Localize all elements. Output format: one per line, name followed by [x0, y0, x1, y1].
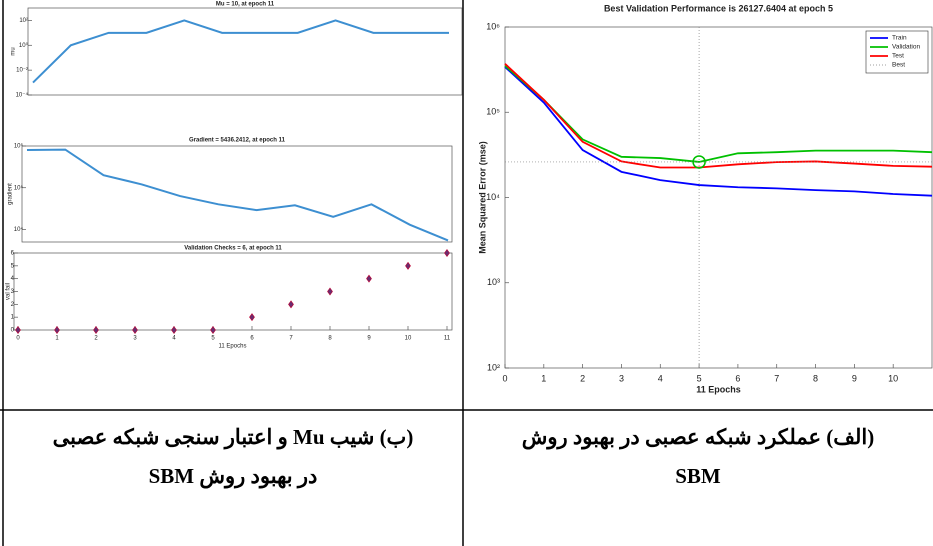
y-axis-label: gradient — [8, 183, 14, 205]
data-point — [444, 248, 450, 258]
legend-label: Test — [892, 53, 904, 60]
y-tick-label: 10² — [19, 18, 28, 24]
y-axis-label: mu — [11, 47, 17, 55]
x-tick-label: 3 — [133, 336, 137, 342]
data-point — [327, 287, 333, 296]
x-axis-label: 11 Epochs — [219, 344, 247, 350]
data-point — [54, 325, 60, 335]
caption-line: (الف) عملکرد شبکه عصبی در بهبود روش — [521, 425, 875, 449]
caption: (الف) عملکرد شبکه عصبی در بهبود روش SBM — [463, 425, 933, 489]
chart-title: Validation Checks = 6, at epoch 11 — [184, 246, 282, 252]
plot-area — [27, 7, 463, 96]
data-line — [504, 63, 933, 169]
x-axis-label: 11 Epochs — [696, 384, 741, 394]
chart-title: Best Validation Performance is 26127.640… — [604, 3, 833, 13]
x-tick-label: 8 — [328, 336, 332, 342]
x-tick-label: 1 — [541, 373, 546, 383]
caption-line: در بهبود روش SBM — [148, 464, 318, 488]
y-tick-label: 10⁶ — [14, 143, 24, 150]
y-tick-label: 5 — [11, 263, 15, 269]
x-tick-label: 7 — [289, 336, 293, 342]
x-tick-label: 6 — [250, 336, 254, 342]
y-tick-label: 4 — [11, 276, 15, 282]
y-tick-label: 10⁶ — [486, 21, 500, 31]
y-tick-label: 0 — [11, 328, 15, 334]
data-line — [26, 148, 449, 242]
plot-area — [21, 145, 453, 243]
caption-line: SBM — [675, 464, 721, 488]
best-marker — [692, 155, 706, 169]
x-tick-label: 3 — [619, 373, 624, 383]
x-tick-label: 2 — [94, 336, 98, 342]
x-tick-label: 5 — [697, 373, 702, 383]
x-tick-label: 4 — [658, 373, 663, 383]
x-tick-label: 0 — [502, 373, 507, 383]
x-tick-label: 10 — [405, 336, 412, 342]
data-point — [288, 300, 294, 309]
x-tick-label: 7 — [774, 373, 779, 383]
y-axis-label: val fail — [6, 283, 12, 300]
y-tick-label: 3 — [11, 289, 15, 295]
y-tick-label: 10⁴ — [486, 192, 500, 202]
data-point — [366, 274, 372, 283]
y-axis-label: Mean Squared Error (mse) — [477, 141, 487, 254]
x-tick-label: 5 — [211, 336, 215, 342]
y-tick-label: 6 — [11, 251, 15, 257]
y-tick-label: 10⁻⁴ — [16, 92, 29, 99]
data-line — [504, 66, 933, 197]
x-tick-label: 0 — [16, 336, 20, 342]
data-point — [132, 325, 138, 335]
data-line — [504, 65, 933, 163]
y-tick-label: 2 — [11, 302, 15, 308]
y-tick-label: 10⁻² — [16, 68, 28, 74]
legend-label: Best — [892, 62, 905, 69]
data-point — [171, 325, 177, 335]
data-line — [32, 19, 449, 84]
y-tick-label: 10³ — [487, 277, 500, 287]
x-tick-label: 8 — [813, 373, 818, 383]
x-tick-label: 6 — [735, 373, 740, 383]
x-tick-label: 2 — [580, 373, 585, 383]
x-tick-label: 4 — [172, 336, 176, 342]
legend-label: Train — [892, 35, 907, 42]
caption-line: (ب) شیب Mu و اعتبار سنجی شبکه عصبی — [52, 425, 414, 449]
legend-label: Validation — [892, 44, 920, 51]
y-tick-label: 10⁰ — [19, 42, 29, 49]
x-tick-label: 11 — [444, 336, 451, 342]
chart-title: Gradient = 5436.2412, at epoch 11 — [189, 138, 286, 144]
data-point — [249, 313, 255, 322]
chart-title: Mu = 10, at epoch 11 — [216, 2, 275, 8]
plot-area — [13, 252, 453, 331]
y-tick-label: 1 — [11, 315, 15, 321]
data-point — [93, 325, 99, 335]
data-point — [15, 325, 21, 335]
y-tick-label: 10⁵ — [14, 184, 24, 191]
y-tick-label: 10² — [487, 362, 500, 372]
data-point — [405, 261, 411, 270]
y-tick-label: 10⁵ — [486, 107, 500, 117]
x-tick-label: 10 — [888, 373, 898, 383]
x-tick-label: 9 — [852, 373, 857, 383]
data-point — [210, 325, 216, 335]
y-tick-label: 10⁴ — [14, 226, 24, 233]
plot-area — [504, 26, 933, 369]
x-tick-label: 1 — [55, 336, 59, 342]
caption: (ب) شیب Mu و اعتبار سنجی شبکه عصبی در به… — [3, 425, 463, 489]
x-tick-label: 9 — [367, 336, 371, 342]
